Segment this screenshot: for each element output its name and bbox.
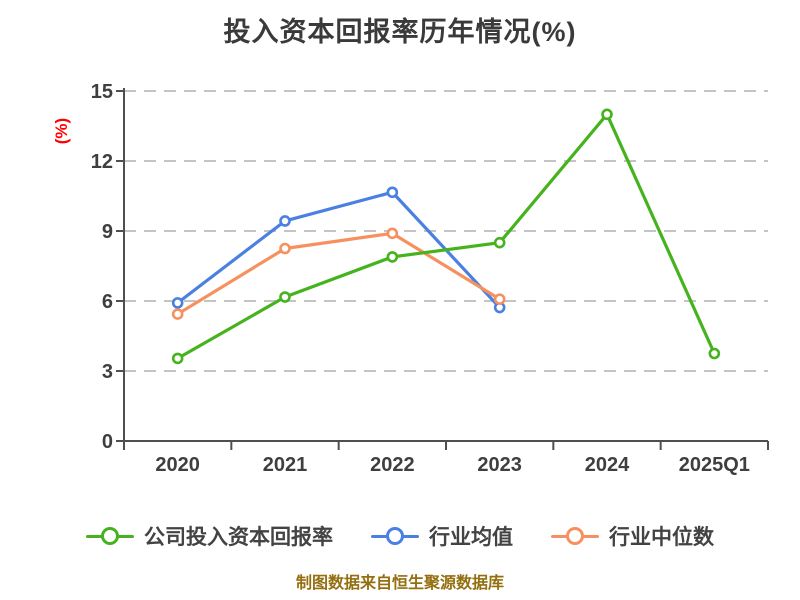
legend-label-industry-mean: 行业均值 <box>429 526 513 549</box>
data-point-marker-industry-median <box>171 308 184 320</box>
x-tick-label: 2020 <box>155 454 200 476</box>
data-point-marker-company-roic <box>171 352 184 365</box>
legend-marker-company-roic-icon <box>86 526 134 546</box>
data-point-marker-company-roic <box>386 251 399 263</box>
data-point-marker-company-roic <box>601 108 613 121</box>
data-source-note: 制图数据来自恒生聚源数据库 <box>295 575 504 592</box>
data-point-marker-industry-median <box>386 227 399 240</box>
legend-marker-industry-mean-icon <box>371 526 419 546</box>
y-tick-label: 3 <box>102 361 113 383</box>
series-line-company-roic <box>176 112 716 360</box>
x-tick-label: 2021 <box>263 454 308 476</box>
data-point-marker-company-roic <box>493 236 506 249</box>
x-tick-label: 2024 <box>585 454 630 476</box>
x-tick-label: 2025Q1 <box>679 454 750 476</box>
data-point-marker-industry-mean <box>171 297 184 309</box>
series-line-industry-median <box>176 231 502 316</box>
data-point-marker-company-roic <box>708 347 721 360</box>
data-point-marker-industry-median <box>493 293 506 305</box>
y-tick-label: 12 <box>91 151 113 173</box>
legend-label-company-roic: 公司投入资本回报率 <box>144 526 333 549</box>
y-tick-label: 6 <box>102 291 113 313</box>
legend-item-industry-mean: 行业均值 <box>371 521 513 551</box>
data-point-marker-company-roic <box>279 291 291 303</box>
legend-label-industry-median: 行业中位数 <box>609 526 714 549</box>
legend-marker-industry-median-icon <box>551 526 599 546</box>
chart-title: 投入资本回报率历年情况(%) <box>223 17 577 47</box>
x-tick-label: 2023 <box>477 454 522 476</box>
data-point-marker-industry-mean <box>279 215 291 227</box>
data-point-marker-industry-median <box>279 242 291 255</box>
y-tick-label: 9 <box>102 221 113 243</box>
x-tick-label: 2022 <box>370 454 415 476</box>
data-point-marker-industry-mean <box>386 186 399 199</box>
legend-item-industry-median: 行业中位数 <box>551 521 714 551</box>
y-tick-label: 15 <box>91 81 113 103</box>
legend-item-company-roic: 公司投入资本回报率 <box>86 521 333 551</box>
chart-legend: 公司投入资本回报率 行业均值 行业中位数 <box>0 521 800 551</box>
y-tick-label: 0 <box>102 431 113 453</box>
